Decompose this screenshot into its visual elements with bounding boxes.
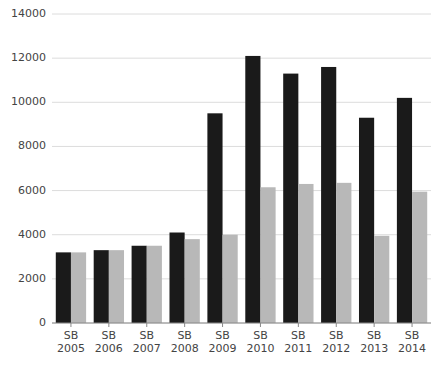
bar (359, 118, 374, 323)
x-tick-label-line: SB (329, 329, 344, 342)
x-tick-label-line: SB (367, 329, 382, 342)
x-tick (108, 323, 109, 327)
x-tick-label-line: 2009 (209, 342, 237, 355)
bar (109, 250, 124, 323)
bar (132, 246, 147, 323)
x-tick-label-line: SB (405, 329, 420, 342)
x-tick-label-line: SB (139, 329, 154, 342)
grid-line (52, 14, 431, 15)
x-tick (412, 323, 413, 327)
x-tick-label-line: SB (253, 329, 268, 342)
x-tick-label-line: 2008 (171, 342, 199, 355)
x-tick (260, 323, 261, 327)
x-tick-label: SB2009 (209, 329, 237, 355)
bar (56, 252, 71, 323)
y-tick-label: 2000 (18, 272, 46, 285)
x-tick-label-line: 2014 (398, 342, 426, 355)
x-tick-label-line: 2013 (360, 342, 388, 355)
y-tick-label: 8000 (18, 139, 46, 152)
bar (321, 67, 336, 323)
x-tick-label-line: 2012 (322, 342, 350, 355)
grid (52, 14, 431, 323)
x-tick-label-line: 2010 (246, 342, 274, 355)
x-tick-label-line: SB (291, 329, 306, 342)
x-tick (146, 323, 147, 327)
grid-line (52, 102, 431, 103)
bar (245, 56, 260, 323)
x-tick-label: SB2007 (133, 329, 161, 355)
bar (94, 250, 109, 323)
y-axis: 0 2000 4000 6000 8000 10000 12000 14000 (11, 7, 46, 329)
x-tick-label: SB2013 (360, 329, 388, 355)
x-tick-label-line: SB (177, 329, 192, 342)
y-tick-label: 10000 (11, 95, 46, 108)
x-tick-label: SB2006 (95, 329, 123, 355)
bar (147, 246, 162, 323)
y-tick-label: 0 (39, 316, 46, 329)
chart-svg: 02000400060008000100001200014000SB2005SB… (0, 0, 441, 367)
x-axis: SB2005SB2006SB2007SB2008SB2009SB2010SB20… (52, 323, 431, 355)
x-tick-label: SB2012 (322, 329, 350, 355)
bar (185, 239, 200, 323)
bar (283, 74, 298, 323)
x-tick-label: SB2014 (398, 329, 426, 355)
bar (336, 183, 351, 323)
x-tick (70, 323, 71, 327)
x-tick-label-line: 2005 (57, 342, 85, 355)
chart-container: 02000400060008000100001200014000SB2005SB… (0, 0, 441, 367)
x-tick (374, 323, 375, 327)
y-tick-label: 6000 (18, 184, 46, 197)
x-tick-label: SB2011 (284, 329, 312, 355)
x-tick-label-line: 2007 (133, 342, 161, 355)
x-tick-label: SB2008 (171, 329, 199, 355)
grid-line (52, 58, 431, 59)
y-tick-label: 14000 (11, 7, 46, 20)
bar (169, 233, 184, 323)
y-tick-label: 4000 (18, 228, 46, 241)
x-tick-label-line: 2006 (95, 342, 123, 355)
bar (223, 235, 238, 323)
bar (374, 236, 389, 323)
bar (298, 184, 313, 323)
bars (56, 56, 427, 323)
x-tick-label-line: SB (102, 329, 117, 342)
bar (207, 113, 222, 323)
bar (260, 187, 275, 323)
x-tick (298, 323, 299, 327)
x-tick-label: SB2010 (246, 329, 274, 355)
x-tick-label-line: SB (215, 329, 230, 342)
x-tick (336, 323, 337, 327)
bar (397, 98, 412, 323)
x-tick (184, 323, 185, 327)
x-tick (222, 323, 223, 327)
y-tick-label: 12000 (11, 51, 46, 64)
bar (412, 192, 427, 323)
bar (71, 252, 86, 323)
x-tick-label-line: SB (64, 329, 79, 342)
x-tick-label: SB2005 (57, 329, 85, 355)
x-tick-label-line: 2011 (284, 342, 312, 355)
